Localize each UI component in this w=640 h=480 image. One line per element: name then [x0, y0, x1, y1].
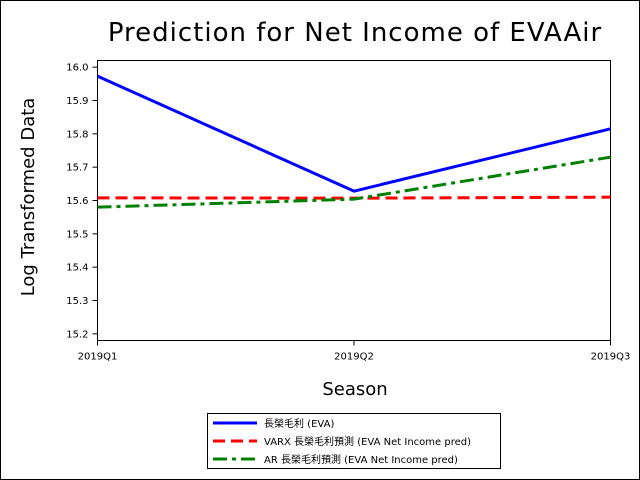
legend-label-1: 長榮毛利 (EVA)	[264, 417, 334, 430]
y-tick-label: 15.9	[66, 96, 88, 107]
series-layer	[96, 74, 611, 209]
legend-label-2: VARX 長榮毛利預測 (EVA Net Income pred)	[264, 435, 471, 448]
series-line-1	[96, 74, 611, 193]
y-tick-label: 15.4	[66, 263, 88, 274]
x-tick-label: 2019Q3	[591, 352, 631, 363]
y-axis: 15.2 15.3 15.4 15.5 15.6 15.7 15.8 15.9 16.0	[66, 63, 98, 340]
legend-label-3: AR 長榮毛利預測 (EVA Net Income pred)	[264, 453, 458, 466]
y-tick-label: 15.6	[66, 196, 88, 207]
y-tick-label: 16.0	[66, 63, 88, 74]
y-tick-label: 15.7	[66, 163, 88, 174]
x-tick-label: 2019Q2	[334, 352, 374, 363]
y-tick-label: 15.2	[66, 329, 88, 340]
y-tick-label: 15.5	[66, 229, 88, 240]
series-line-3	[97, 155, 611, 209]
chart-title: Prediction for Net Income of EVAAir	[108, 18, 602, 48]
x-axis-label: Season	[322, 379, 387, 400]
y-axis-label: Log Transformed Data	[18, 98, 39, 297]
y-tick-label: 15.3	[66, 296, 88, 307]
y-tick-label: 15.8	[66, 129, 88, 140]
legend: 長榮毛利 (EVA) VARX 長榮毛利預測 (EVA Net Income pr…	[207, 413, 501, 469]
x-tick-label: 2019Q1	[78, 352, 118, 363]
x-axis: 2019Q1 2019Q2 2019Q3	[78, 340, 631, 363]
